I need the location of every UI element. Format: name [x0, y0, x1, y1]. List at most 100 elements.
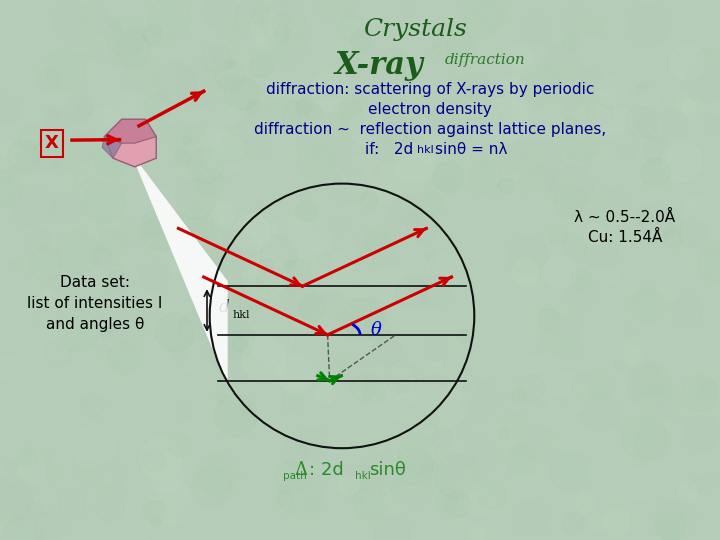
Text: hkl: hkl — [355, 471, 371, 481]
Circle shape — [623, 417, 666, 460]
Polygon shape — [130, 152, 228, 386]
Circle shape — [281, 280, 317, 316]
Circle shape — [576, 493, 596, 513]
Circle shape — [251, 14, 283, 46]
Circle shape — [145, 219, 162, 237]
Circle shape — [554, 185, 587, 218]
Circle shape — [615, 360, 624, 369]
Circle shape — [572, 372, 600, 400]
Circle shape — [366, 317, 390, 340]
Polygon shape — [104, 119, 156, 143]
Text: hkl: hkl — [233, 309, 251, 320]
Text: path: path — [283, 471, 307, 481]
Circle shape — [171, 255, 192, 277]
Circle shape — [478, 481, 506, 509]
Circle shape — [56, 231, 99, 274]
Circle shape — [681, 99, 696, 113]
Circle shape — [100, 327, 110, 338]
Circle shape — [518, 175, 534, 192]
Circle shape — [364, 382, 385, 404]
Circle shape — [154, 513, 176, 534]
Circle shape — [600, 92, 613, 104]
Circle shape — [374, 517, 410, 540]
Circle shape — [351, 376, 375, 400]
Circle shape — [230, 239, 240, 249]
Circle shape — [503, 414, 526, 436]
Text: θ: θ — [371, 321, 382, 339]
Circle shape — [505, 140, 536, 172]
Circle shape — [318, 84, 334, 100]
Circle shape — [110, 503, 153, 540]
Circle shape — [272, 14, 293, 35]
Circle shape — [84, 182, 125, 224]
Text: diffraction: scattering of X-rays by periodic: diffraction: scattering of X-rays by per… — [266, 82, 594, 97]
Circle shape — [339, 475, 359, 495]
Circle shape — [143, 25, 162, 45]
Circle shape — [243, 255, 287, 298]
Circle shape — [624, 346, 645, 367]
Circle shape — [631, 288, 665, 321]
Circle shape — [228, 60, 236, 69]
Circle shape — [593, 464, 626, 498]
Circle shape — [444, 491, 471, 518]
Circle shape — [0, 477, 33, 519]
Circle shape — [658, 280, 678, 301]
Circle shape — [369, 123, 408, 162]
Text: electron density: electron density — [368, 102, 492, 117]
Circle shape — [370, 392, 402, 423]
Circle shape — [123, 55, 160, 91]
Circle shape — [82, 44, 91, 53]
Circle shape — [341, 48, 349, 57]
Circle shape — [0, 138, 15, 156]
Circle shape — [203, 131, 246, 174]
Circle shape — [166, 123, 193, 150]
Circle shape — [582, 200, 604, 222]
Circle shape — [242, 212, 276, 245]
Circle shape — [527, 355, 546, 374]
Polygon shape — [104, 119, 156, 167]
Circle shape — [397, 448, 433, 484]
Circle shape — [508, 44, 532, 68]
Text: λ ~ 0.5--2.0Å: λ ~ 0.5--2.0Å — [575, 210, 675, 225]
Circle shape — [603, 508, 631, 535]
Circle shape — [198, 169, 224, 195]
Circle shape — [148, 0, 190, 40]
Circle shape — [597, 191, 629, 222]
Circle shape — [337, 360, 349, 372]
Circle shape — [251, 8, 268, 25]
Circle shape — [539, 315, 579, 354]
Circle shape — [663, 229, 683, 248]
Circle shape — [251, 319, 292, 361]
Circle shape — [296, 200, 318, 222]
Circle shape — [176, 218, 217, 260]
Circle shape — [698, 248, 720, 281]
Circle shape — [433, 129, 451, 148]
Circle shape — [257, 239, 286, 267]
Circle shape — [276, 355, 313, 392]
Circle shape — [282, 101, 309, 127]
Circle shape — [182, 325, 192, 335]
Circle shape — [382, 48, 408, 75]
Circle shape — [145, 188, 177, 220]
Circle shape — [315, 383, 336, 403]
Circle shape — [571, 52, 591, 71]
Circle shape — [174, 346, 189, 362]
Circle shape — [242, 338, 286, 381]
Circle shape — [98, 229, 125, 255]
Circle shape — [0, 171, 22, 206]
Circle shape — [369, 104, 405, 140]
Circle shape — [233, 354, 241, 363]
Circle shape — [343, 298, 384, 339]
Circle shape — [510, 94, 531, 114]
Circle shape — [591, 59, 602, 71]
Circle shape — [513, 259, 539, 286]
Circle shape — [43, 107, 67, 131]
Text: diffraction ~  reflection against lattice planes,: diffraction ~ reflection against lattice… — [254, 122, 606, 137]
Polygon shape — [102, 137, 122, 158]
Circle shape — [214, 320, 253, 360]
Circle shape — [140, 438, 182, 480]
Circle shape — [231, 497, 246, 511]
Circle shape — [74, 171, 89, 186]
Circle shape — [583, 224, 606, 246]
Circle shape — [172, 212, 183, 224]
